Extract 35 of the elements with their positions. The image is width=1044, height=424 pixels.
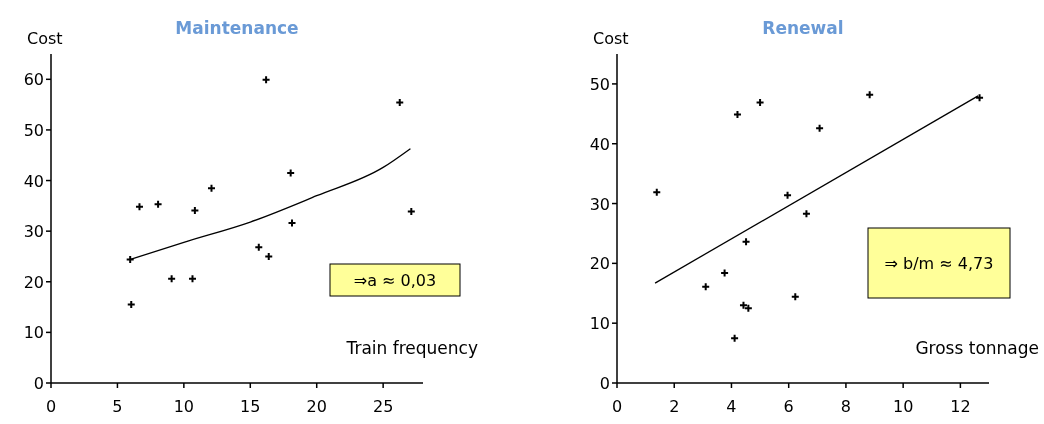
chart-title: Renewal [762,18,844,38]
y-tick-label: 50 [23,120,44,140]
x-tick-label: 10 [173,397,195,416]
x-tick-label: 10 [892,397,914,416]
x-tick-label: 0 [45,397,57,416]
y-tick-label: 20 [589,254,610,274]
x-tick-label: 0 [611,397,623,416]
y-tick-label: 0 [599,374,610,393]
annotation: ⇒a ≈ 0,03 [353,271,437,290]
x-tick-label: 2 [669,397,680,416]
x-tick-label: 4 [726,397,737,416]
y-axis-title: Cost [593,29,629,48]
y-tick-label: 20 [23,272,44,292]
x-tick-label: 8 [840,397,852,416]
y-axis-title: Cost [27,29,63,48]
y-tick-label: 10 [23,323,44,343]
x-axis-title: Gross tonnage [915,338,1039,358]
y-tick-label: 60 [23,70,44,90]
x-tick-label: 25 [372,397,394,416]
x-axis-title: Train frequency [345,338,478,358]
x-tick-label: 15 [240,397,261,416]
x-tick-label: 12 [950,397,971,416]
chart-title: Maintenance [175,18,299,38]
y-tick-label: 0 [33,374,44,393]
y-tick-label: 40 [589,134,610,154]
annotation: ⇒ b/m ≈ 4,73 [884,254,994,273]
x-tick-label: 5 [112,397,123,416]
line-series [129,148,412,261]
y-tick-label: 10 [589,314,610,334]
x-tick-label: 20 [306,397,327,416]
y-tick-label: 30 [23,222,44,242]
y-tick-label: 30 [589,194,610,214]
y-tick-label: 40 [23,171,44,191]
y-tick-label: 50 [589,74,610,94]
x-tick-label: 6 [783,397,794,416]
